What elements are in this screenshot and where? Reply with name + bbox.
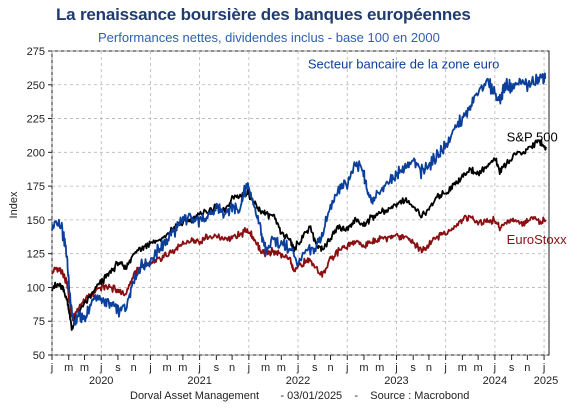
y-tick-label: 75 [33,316,45,328]
x-month-label: s [410,362,416,374]
x-month-label: s [115,362,121,374]
series-line-2 [51,214,547,321]
x-year-label: 2024 [483,375,507,387]
x-month-label: n [229,362,235,374]
x-month-label: s [214,362,220,374]
x-month-label: s [312,362,318,374]
x-month-label: m [261,362,270,374]
y-tick-label: 200 [27,147,45,159]
plot-area [51,50,550,356]
y-tick-label: 275 [27,46,45,58]
x-month-label: j [148,362,151,374]
x-month-label: j [296,362,299,374]
x-month-label: m [458,362,467,374]
x-year-label: 2020 [89,375,113,387]
x-year-label: 2023 [384,375,408,387]
series-line-1 [51,139,547,331]
chart-subtitle: Performances nettes, dividendes inclus -… [98,30,440,45]
chart-title: La renaissance boursière des banques eur… [56,5,471,24]
y-axis: 50 75 100 125 150 175 200 225 250 275 [27,46,52,362]
series-group [51,72,547,331]
series-label-1: S&P 500 [507,130,558,145]
y-tick-label: 125 [27,249,45,261]
x-month-label: m [277,362,286,374]
x-month-label: j [247,362,250,374]
x-month-label: j [197,362,200,374]
series-line-0 [51,72,547,326]
x-month-label: m [474,362,483,374]
x-month-label: j [394,362,397,374]
x-month-label: j [542,362,545,374]
x-month-label: m [359,362,368,374]
y-axis-label: Index [8,191,20,218]
x-month-label: n [426,362,432,374]
x-month-label: j [443,362,446,374]
y-tick-label: 250 [27,80,45,92]
y-tick-label: 150 [27,215,45,227]
x-month-label: m [163,362,172,374]
x-year-label: 2021 [187,375,211,387]
x-month-label: n [327,362,333,374]
x-month-label: m [64,362,73,374]
y-tick-label: 50 [33,350,45,362]
x-month-label: s [509,362,515,374]
x-month-label: m [178,362,187,374]
x-month-label: n [524,362,530,374]
footer-source: Dorval Asset Management - 03/01/2025 - S… [130,390,470,402]
x-month-label: n [131,362,137,374]
x-month-label: j [50,362,53,374]
x-month-label: j [345,362,348,374]
x-year-label: 2025 [534,375,558,387]
series-label-2: EuroStoxx [507,232,567,247]
y-tick-label: 225 [27,114,45,126]
grid [51,50,549,356]
series-label-0: Secteur bancaire de la zone euro [308,57,500,72]
y-tick-label: 100 [27,282,45,294]
series-labels: EuroStoxx S&P 500 Secteur bancaire de la z… [308,57,567,248]
x-month-label: j [99,362,102,374]
x-year-label: 2022 [286,375,310,387]
x-month-label: m [80,362,89,374]
x-month-label: m [375,362,384,374]
y-tick-label: 175 [27,181,45,193]
x-month-label: j [493,362,496,374]
